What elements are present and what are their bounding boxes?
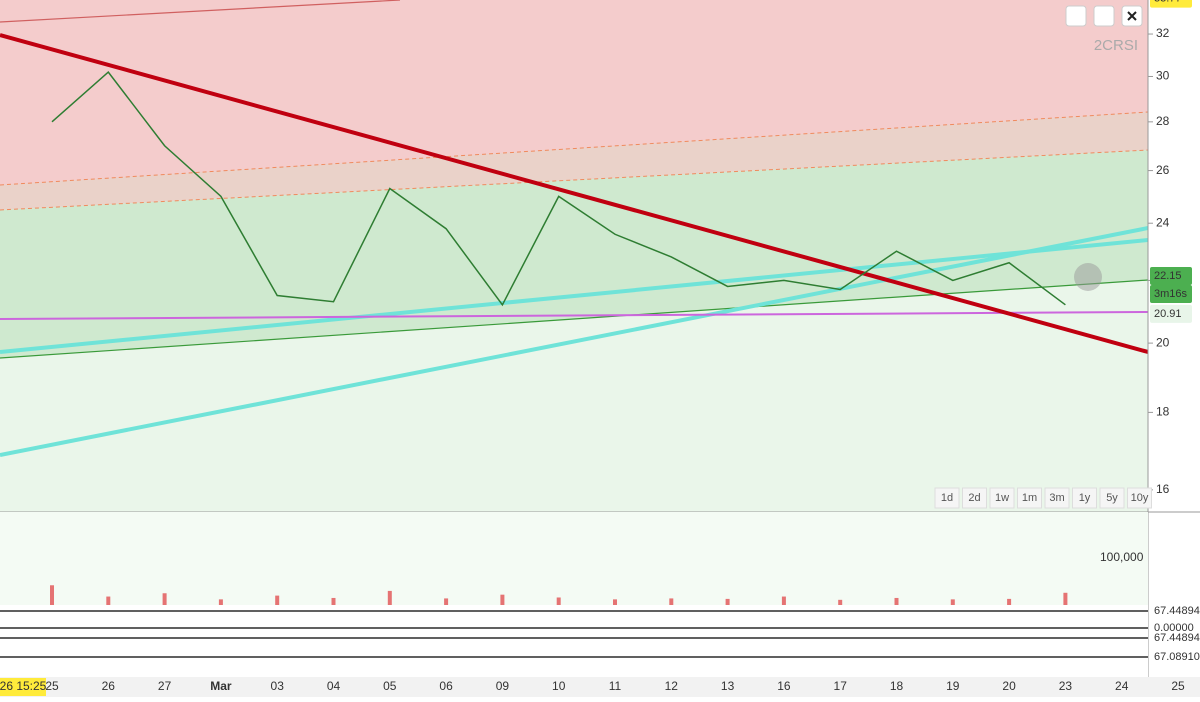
price-marker-label: 22.15 [1154,270,1182,282]
volume-bar [444,598,449,605]
indicator-label: 67.44894 [1154,605,1200,617]
volume-bar [669,598,674,605]
x-tick-label: 27 [158,679,172,693]
range-label[interactable]: 3m [1049,492,1064,504]
volume-bar [106,596,111,605]
countdown-box [1150,284,1192,303]
range-button[interactable] [1017,487,1042,509]
x-tick-label: 25 [1171,679,1185,693]
x-tick-label: 04 [327,679,341,693]
x-tick-label: 20 [1002,679,1016,693]
x-tick-label: 13 [721,679,735,693]
volume-bar [218,599,223,605]
volume-bar [275,595,280,605]
range-button[interactable] [1044,487,1070,509]
volume-bar [781,596,786,605]
volume-bar [1007,598,1012,605]
indicator-panel [0,605,1148,677]
y-tick-label: 20 [1156,335,1170,349]
x-tick-label: 23 [1059,679,1073,693]
symbol-label: 2CRSI [1094,37,1138,54]
time-axis [0,677,1200,697]
indicator-label: 67.44894 [1154,632,1200,644]
y-tick-label: 24 [1156,215,1170,229]
plot-background [0,0,1148,512]
price-line [51,71,1066,307]
range-label[interactable]: 2d [968,492,980,504]
y-tick-label: 26 [1156,163,1170,177]
x-tick-label: 25 [45,679,59,693]
range-label[interactable]: 10y [1131,492,1149,504]
volume-bar [1063,592,1068,605]
range-button[interactable] [989,487,1015,509]
x-tick-label: 16 [777,679,791,693]
volume-bar [162,593,167,605]
x-tick-label: 06 [439,679,453,693]
volume-bar [838,599,843,605]
x-tick-label: 12 [665,679,679,693]
range-button[interactable] [1099,487,1125,509]
y-tick-label: 18 [1156,405,1170,419]
range-button[interactable] [1127,487,1152,509]
x-tick-label: 05 [383,679,397,693]
close-icon [1127,11,1137,21]
range-label[interactable]: 1y [1079,492,1091,504]
volume-bar [950,599,955,605]
price-marker [1150,0,1192,8]
volume-bar [556,597,561,605]
range-button[interactable] [962,487,987,509]
range-label[interactable]: 1d [941,492,953,504]
x-tick-label: 09 [496,679,510,693]
range-label[interactable]: 1m [1022,492,1037,504]
x-tick-label: 17 [834,679,848,693]
x-tick-label: 10 [552,679,566,693]
indicator-label: 0.00000 [1154,622,1194,634]
price-marker [1150,266,1192,285]
crosshair-box [0,678,46,696]
price-marker-label: 20.91 [1154,308,1182,320]
y-tick-label: 28 [1156,114,1170,128]
volume-bar [50,585,54,605]
x-tick-label: 26 [102,679,116,693]
price-marker-label: 33.77 [1154,0,1182,5]
volume-bar [387,590,392,605]
price-marker [1150,304,1192,323]
volume-panel [0,512,1148,605]
x-tick-label: 24 [1115,679,1129,693]
range-label[interactable]: 5y [1106,492,1118,504]
volume-bar [725,598,730,605]
range-button[interactable] [1072,487,1097,509]
y-tick-label: 32 [1156,26,1170,40]
settings-button[interactable] [1065,5,1087,27]
x-tick-label: 11 [609,679,622,693]
x-tick-label: Mar [210,679,232,693]
volume-bar [613,599,617,605]
volume-bar [331,597,336,605]
x-tick-label: 18 [890,679,904,693]
x-tick-label: 19 [946,679,960,693]
volume-tick-label: 100,000 [1100,550,1144,564]
indicator-label: 67.08910 [1154,651,1200,663]
range-button[interactable] [934,487,960,509]
toolbar-icons[interactable] [1065,5,1143,27]
volume-bar [894,597,899,605]
countdown: 3m16s [1154,288,1188,300]
x-tick-label: 03 [271,679,285,693]
popout-button[interactable] [1093,5,1115,27]
y-tick-label: 30 [1156,69,1170,83]
crosshair-label: 26 15:25 [0,679,47,693]
volume-bar [500,594,505,605]
y-tick-label: 16 [1156,482,1170,496]
range-label[interactable]: 1w [995,492,1009,504]
